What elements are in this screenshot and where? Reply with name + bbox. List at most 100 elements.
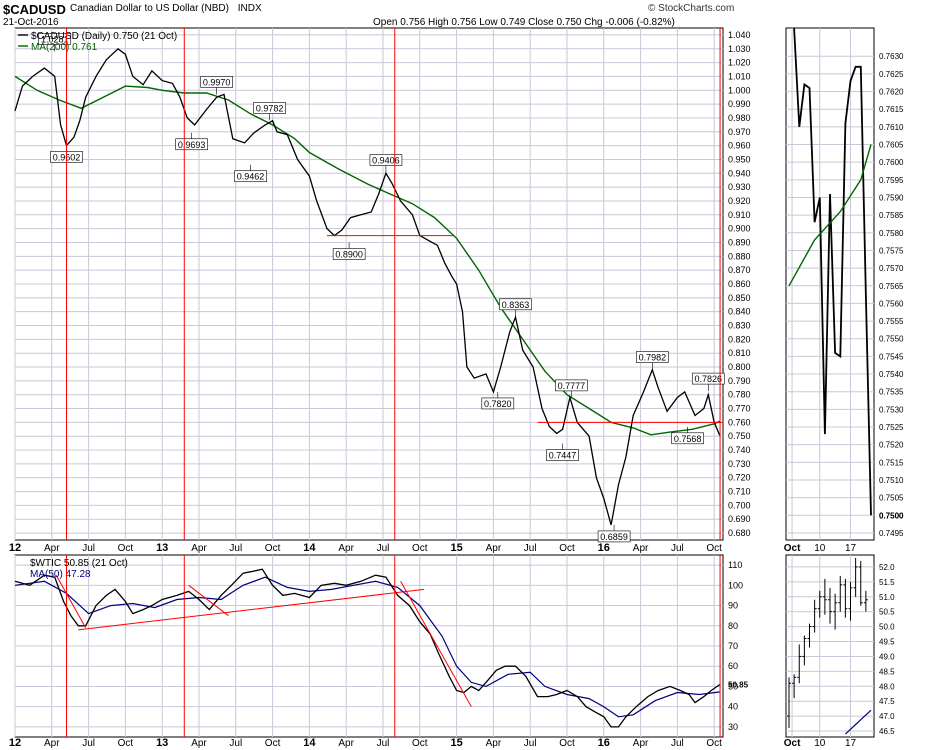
price-axis-tick-label: 0.880 [728, 251, 751, 261]
wtic-x-tick-label: Jul [524, 738, 537, 749]
price-axis-tick-label: 0.760 [728, 417, 751, 427]
price-axis-tick-label: 0.720 [728, 473, 751, 483]
side-wtic-axis-tick-label: 47.5 [879, 697, 895, 706]
price-x-tick-label: 12 [9, 542, 21, 554]
annotation-label: 0.7447 [549, 451, 577, 461]
side-wtic-axis-tick-label: 51.5 [879, 578, 895, 587]
wtic-last-price: 50.85 [728, 681, 749, 690]
side-price-axis-tick-label: 0.7555 [879, 317, 904, 326]
legend-wtic-ma: MA(50) 47.28 [30, 569, 91, 580]
side-wtic-axis-tick-label: 50.0 [879, 623, 895, 632]
exchange-text: INDX [237, 3, 262, 14]
side-wtic-axis-tick-label: 49.0 [879, 652, 895, 661]
wtic-x-tick-label: Apr [44, 738, 60, 749]
side-wtic-x-tick-label: 10 [814, 738, 826, 749]
wtic-axis-tick-label: 60 [728, 661, 738, 671]
side-wtic-panel [785, 554, 875, 738]
wtic-x-tick-label: 14 [303, 737, 316, 749]
trend-line [78, 588, 425, 631]
price-x-tick-label: 16 [598, 542, 610, 554]
side-price-axis-tick-label: 0.7585 [879, 211, 904, 220]
side-wtic-axis-tick-label: 49.5 [879, 638, 895, 647]
wtic-axis-tick-label: 80 [728, 621, 738, 631]
annotation-box [369, 154, 403, 166]
side-price-axis-tick-label: 0.7590 [879, 193, 904, 202]
price-axis-tick-label: 0.850 [728, 293, 751, 303]
price-x-tick-label: Jul [377, 543, 390, 554]
annotation-label: 1.0281 [41, 34, 69, 44]
side-wtic-axis-tick-label: 48.5 [879, 667, 895, 676]
annotation-label: 0.9693 [178, 140, 206, 150]
side-wtic-x-tick-label: 17 [845, 738, 857, 749]
side-price-axis-tick-label: 0.7615 [879, 105, 904, 114]
side-price-axis-tick-label: 0.7560 [879, 299, 904, 308]
side-price-axis-tick-label: 0.7630 [879, 52, 904, 61]
side-price-axis-tick-label: 0.7625 [879, 70, 904, 79]
side-price-axis-tick-label: 0.7595 [879, 176, 904, 185]
wtic-x-tick-label: Jul [377, 738, 390, 749]
price-axis-tick-label: 0.990 [728, 99, 751, 109]
wtic-x-tick-label: Jul [82, 738, 95, 749]
side-price-axis-tick-label: 0.7610 [879, 123, 904, 132]
wtic-x-tick-label: 16 [598, 737, 610, 749]
side-wtic-axis-tick-label: 50.5 [879, 608, 895, 617]
price-x-tick-label: Apr [633, 543, 649, 554]
annotation-label: 0.7826 [695, 374, 723, 384]
side-price-axis-tick-label: 0.7505 [879, 494, 904, 503]
side-x-tick-label: 17 [845, 543, 857, 554]
wtic-x-tick-label: Jul [671, 738, 684, 749]
price-x-tick-label: Oct [118, 543, 134, 554]
wtic-x-tick-label: 13 [156, 737, 168, 749]
side-price-axis-tick-label: 0.7540 [879, 370, 904, 379]
price-x-tick-label: Apr [338, 543, 354, 554]
wtic-axis-tick-label: 50 [728, 681, 738, 691]
price-axis-tick-label: 0.710 [728, 487, 751, 497]
side-last-price: 0.7500 [879, 511, 904, 520]
wtic-axis-tick-label: 90 [728, 601, 738, 611]
price-axis-tick-label: 0.950 [728, 154, 751, 164]
price-x-tick-label: Jul [82, 543, 95, 554]
wtic-x-tick-label: Oct [559, 738, 575, 749]
wtic-x-tick-label: Oct [412, 738, 428, 749]
side-x-tick-label: 10 [814, 543, 826, 554]
wtic-x-tick-label: Apr [338, 738, 354, 749]
side-wtic-axis-tick-label: 47.0 [879, 712, 895, 721]
price-x-tick-label: Jul [671, 543, 684, 554]
annotation-box [555, 379, 588, 392]
annotation-label: 0.8363 [502, 300, 530, 310]
trend-line [188, 584, 229, 617]
wtic-x-tick-label: Oct [265, 738, 281, 749]
side-price-axis-tick-label: 0.7530 [879, 405, 904, 414]
wtic-x-tick-label: Oct [706, 738, 722, 749]
side-price-axis-tick-label: 0.7495 [879, 529, 904, 538]
ticker-symbol: $CADUSD [3, 2, 66, 17]
ohlc-readout: Open 0.756 High 0.756 Low 0.749 Close 0.… [373, 17, 675, 28]
annotation-label: 0.9462 [237, 172, 265, 182]
wtic-axis-tick-label: 110 [728, 560, 742, 570]
annotation-label: 0.6859 [600, 532, 628, 542]
annotation-box [332, 248, 366, 260]
side-price-axis-tick-label: 0.7550 [879, 335, 904, 344]
legend-wtic: $WTIC 50.85 (21 Oct) [30, 558, 128, 569]
annotation-box [234, 170, 267, 183]
side-price-axis-tick-label: 0.7620 [879, 88, 904, 97]
annotation-box [38, 33, 72, 45]
price-axis-tick-label: 0.810 [728, 348, 751, 358]
side-wtic-axis-tick-label: 48.0 [879, 682, 895, 691]
annotation-label: 0.7568 [674, 434, 702, 444]
price-axis-tick-label: 0.870 [728, 265, 751, 275]
price-axis-tick-label: 0.900 [728, 224, 751, 234]
annotation-label: 0.9406 [372, 155, 400, 165]
annotation-box [636, 351, 669, 363]
annotation-label: 0.7820 [484, 399, 512, 409]
price-axis-tick-label: 1.020 [728, 58, 751, 68]
side-price-axis-tick-label: 0.7565 [879, 282, 904, 291]
annotation-box [546, 449, 579, 461]
annotation-box [253, 102, 286, 114]
annotation-box [671, 432, 704, 445]
price-x-tick-label: Jul [524, 543, 537, 554]
annotation-label: 0.9782 [256, 103, 284, 113]
cadusd-line [14, 47, 721, 526]
price-axis-tick-label: 1.030 [728, 44, 751, 54]
wtic-axis-tick-label: 100 [728, 580, 743, 590]
